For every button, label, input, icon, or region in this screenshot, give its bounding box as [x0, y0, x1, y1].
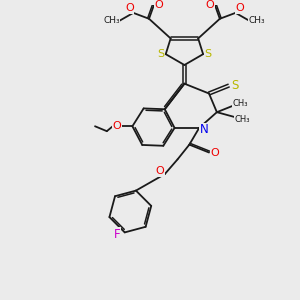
Text: S: S — [157, 49, 164, 59]
Text: O: O — [211, 148, 219, 158]
Text: O: O — [155, 166, 164, 176]
Text: O: O — [154, 0, 163, 10]
Text: S: S — [231, 79, 238, 92]
Text: O: O — [112, 121, 121, 131]
Text: O: O — [235, 3, 244, 13]
Text: S: S — [205, 49, 212, 59]
Text: CH₃: CH₃ — [235, 115, 250, 124]
Text: O: O — [125, 3, 134, 13]
Text: N: N — [200, 123, 208, 136]
Text: methyl: methyl — [0, 299, 1, 300]
Text: O: O — [206, 0, 214, 10]
Text: CH₃: CH₃ — [233, 99, 248, 108]
Text: F: F — [114, 228, 120, 241]
Text: CH₃: CH₃ — [103, 16, 120, 25]
Text: CH₃: CH₃ — [249, 16, 266, 25]
